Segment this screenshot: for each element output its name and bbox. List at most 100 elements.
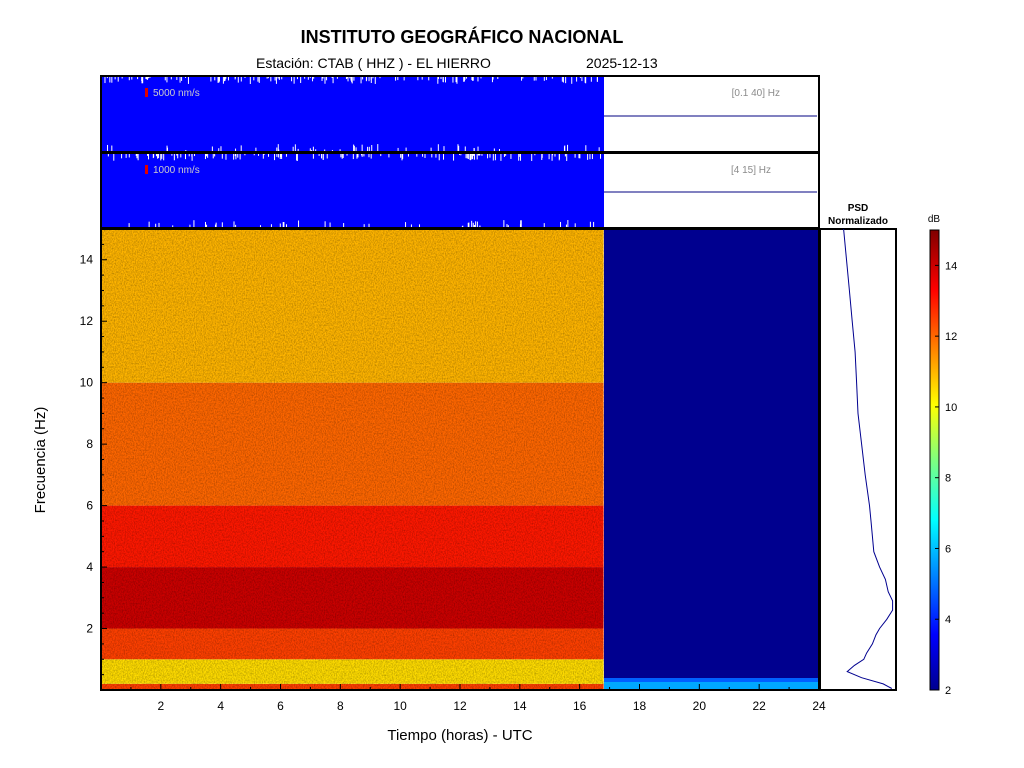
trace-spike bbox=[410, 224, 412, 227]
colorbar-tick-label: 14 bbox=[945, 260, 957, 272]
x-axis-label: Tiempo (horas) - UTC bbox=[387, 727, 532, 744]
trace-spike bbox=[558, 154, 560, 160]
colorbar-tick-label: 2 bbox=[945, 685, 951, 697]
trace-spike bbox=[263, 154, 265, 156]
trace-spike bbox=[193, 220, 195, 227]
trace-spike bbox=[336, 77, 338, 79]
trace-spike bbox=[475, 221, 477, 227]
trace-spike bbox=[471, 154, 473, 156]
trace-spike bbox=[194, 154, 196, 157]
trace-spike bbox=[353, 145, 355, 151]
x-tick-label: 18 bbox=[633, 699, 647, 713]
trace-spike bbox=[296, 154, 298, 161]
trace-spike bbox=[428, 77, 430, 81]
trace-spike bbox=[224, 77, 226, 82]
trace-spike bbox=[277, 77, 279, 79]
trace-spike bbox=[322, 77, 324, 79]
trace-spike bbox=[257, 77, 259, 82]
trace-spike bbox=[443, 154, 445, 160]
trace-spike bbox=[363, 154, 365, 157]
trace-spike bbox=[464, 146, 466, 151]
trace-spike bbox=[218, 77, 220, 83]
trace-spike bbox=[296, 77, 298, 80]
trace-spike bbox=[215, 222, 217, 227]
trace-spike bbox=[506, 224, 508, 227]
trace-spike bbox=[214, 224, 216, 227]
trace-spike bbox=[142, 77, 144, 84]
trace-spike bbox=[466, 154, 468, 159]
trace-spike bbox=[437, 77, 439, 84]
trace-spike bbox=[543, 77, 545, 81]
trace-spike bbox=[561, 77, 563, 82]
trace-spike bbox=[521, 77, 523, 81]
trace-spike bbox=[225, 77, 227, 79]
trace-spike bbox=[176, 77, 178, 80]
trace-spike bbox=[321, 77, 323, 81]
trace-spike bbox=[473, 154, 475, 156]
trace-spike bbox=[505, 154, 507, 156]
trace-spike bbox=[277, 144, 279, 151]
scale-marker bbox=[145, 165, 148, 174]
trace-spike bbox=[214, 154, 216, 157]
x-tick-label: 2 bbox=[157, 699, 164, 713]
band-label-1: [0.1 40] Hz bbox=[732, 88, 780, 99]
trace-spike bbox=[185, 77, 187, 79]
trace-spike bbox=[259, 225, 261, 227]
trace-spike bbox=[107, 144, 109, 151]
trace-spike bbox=[353, 144, 355, 151]
trace-spike bbox=[278, 77, 280, 79]
page-title: INSTITUTO GEOGRÁFICO NACIONAL bbox=[300, 27, 624, 47]
trace-spike bbox=[356, 154, 358, 159]
trace-spike bbox=[131, 77, 133, 80]
trace-spike bbox=[589, 221, 591, 227]
trace-spike bbox=[397, 77, 399, 81]
trace-spike bbox=[551, 154, 553, 161]
trace-spike bbox=[471, 154, 473, 159]
trace-spike bbox=[407, 154, 409, 157]
colorbar-gradient bbox=[929, 229, 940, 691]
trace-spike bbox=[147, 154, 149, 156]
trace-spike bbox=[267, 77, 269, 79]
x-tick-label: 8 bbox=[337, 699, 344, 713]
trace-spike bbox=[562, 77, 564, 83]
trace-spike bbox=[217, 77, 219, 82]
trace-spike bbox=[419, 224, 421, 227]
trace-spike bbox=[424, 154, 426, 158]
psd-panel: PSD Normalizado bbox=[819, 203, 897, 691]
trace-spike bbox=[535, 77, 537, 81]
trace-spike bbox=[281, 77, 283, 80]
trace-spike bbox=[244, 154, 246, 156]
trace-spike bbox=[462, 225, 464, 227]
x-tick-label: 14 bbox=[513, 699, 527, 713]
trace-spike bbox=[589, 154, 591, 160]
trace-spike bbox=[266, 77, 268, 79]
scale-marker bbox=[145, 88, 148, 97]
trace-spike bbox=[135, 154, 137, 156]
trace-spike bbox=[533, 77, 535, 81]
trace-spike bbox=[476, 154, 478, 160]
x-tick-label: 16 bbox=[573, 699, 587, 713]
trace-spike bbox=[234, 154, 236, 157]
trace-spike bbox=[365, 77, 367, 82]
trace-spike bbox=[361, 154, 363, 157]
trace-spike bbox=[479, 154, 481, 156]
trace-spike bbox=[579, 77, 581, 79]
trace-spike bbox=[455, 77, 457, 83]
trace-spike bbox=[153, 154, 155, 158]
trace-spike bbox=[395, 77, 397, 81]
trace-spike bbox=[235, 224, 237, 227]
trace-spike bbox=[352, 154, 354, 160]
trace-spike bbox=[545, 77, 547, 81]
trace-spike bbox=[326, 154, 328, 159]
trace-spike bbox=[255, 147, 257, 151]
trace-spike bbox=[361, 154, 363, 156]
trace-spike bbox=[431, 154, 433, 158]
seismogram-trace-area bbox=[101, 153, 604, 228]
trace-spike bbox=[324, 77, 326, 84]
trace-spike bbox=[304, 77, 306, 79]
trace-spike bbox=[276, 147, 278, 151]
x-tick-label: 12 bbox=[453, 699, 467, 713]
trace-spike bbox=[422, 154, 424, 157]
trace-spike bbox=[494, 154, 496, 161]
trace-spike bbox=[405, 147, 407, 151]
